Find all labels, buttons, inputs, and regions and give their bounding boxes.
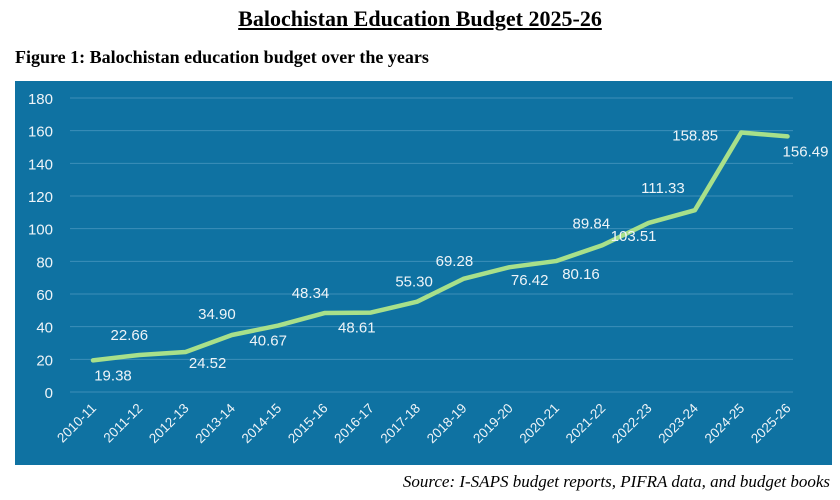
x-tick-label: 2013-14 <box>192 400 238 446</box>
x-tick-label: 2024-25 <box>702 401 748 447</box>
data-label: 19.38 <box>94 367 132 384</box>
data-label: 55.30 <box>395 274 433 291</box>
y-tick-label: 80 <box>36 254 53 271</box>
x-tick-label: 2015-16 <box>285 401 331 447</box>
data-label: 89.84 <box>573 215 611 232</box>
data-label: 158.85 <box>672 128 718 145</box>
data-label: 34.90 <box>198 306 236 323</box>
data-point <box>184 350 188 354</box>
data-point <box>137 353 141 357</box>
y-tick-label: 60 <box>36 287 53 304</box>
data-label: 111.33 <box>641 180 685 197</box>
y-tick-label: 40 <box>36 320 53 337</box>
data-point <box>276 324 280 328</box>
x-tick-label: 2016-17 <box>331 401 377 447</box>
x-tick-label: 2017-18 <box>378 401 424 447</box>
data-point <box>508 265 512 269</box>
data-point <box>369 311 373 315</box>
x-tick-label: 2012-13 <box>146 401 192 447</box>
y-tick-label: 0 <box>45 385 53 402</box>
chart-container: 0 20 40 60 80 100 120 140 160 180 2010-11 2011-12 20… <box>15 81 832 465</box>
y-tick-label: 140 <box>28 156 53 173</box>
y-tick-label: 100 <box>28 222 53 239</box>
x-tick-label: 2018-19 <box>424 401 470 447</box>
data-point <box>461 277 465 281</box>
data-label: 24.52 <box>189 355 227 372</box>
series-line <box>90 130 790 363</box>
data-point <box>323 311 326 315</box>
x-tick-label: 2025-26 <box>748 401 794 447</box>
data-point <box>786 134 789 138</box>
x-tick-label: 2011-12 <box>100 401 145 446</box>
x-tick-label: 2022-23 <box>609 401 655 447</box>
x-tick-label: 2014-15 <box>239 401 285 447</box>
data-point <box>91 358 95 362</box>
data-point <box>415 300 419 304</box>
data-label: 156.49 <box>783 143 829 160</box>
data-point <box>600 243 604 247</box>
x-tick-label: 2019-20 <box>470 401 516 447</box>
data-point <box>230 333 234 337</box>
data-label: 76.42 <box>511 272 549 289</box>
y-tick-label: 180 <box>28 91 53 108</box>
x-tick-label: 2020-21 <box>516 401 562 447</box>
y-tick-label: 120 <box>28 189 53 206</box>
data-label: 48.34 <box>292 285 330 302</box>
data-label: 22.66 <box>111 327 149 344</box>
data-point <box>739 131 743 135</box>
x-tick-label: 2021-22 <box>563 401 609 447</box>
page-title: Balochistan Education Budget 2025-26 <box>238 6 602 31</box>
data-point <box>693 208 697 212</box>
data-label: 80.16 <box>562 266 600 283</box>
x-tick-label: 2023-24 <box>655 400 701 446</box>
y-tick-label: 160 <box>28 124 53 141</box>
data-label: 40.67 <box>249 333 287 350</box>
data-label: 69.28 <box>436 253 474 270</box>
y-tick-label: 20 <box>36 352 53 369</box>
x-tick-label: 2010-11 <box>54 401 99 446</box>
figure-caption: Figure 1: Balochistan education budget o… <box>15 47 429 67</box>
data-label: 48.61 <box>338 320 376 337</box>
source-note: Source: I-SAPS budget reports, PIFRA dat… <box>402 472 830 491</box>
data-point <box>647 221 651 225</box>
data-point <box>554 259 558 263</box>
data-label: 103.51 <box>611 228 657 245</box>
